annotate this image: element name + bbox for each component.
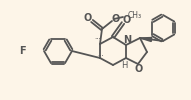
Text: O: O — [135, 64, 143, 74]
Text: ···: ··· — [98, 53, 104, 59]
Polygon shape — [140, 38, 152, 42]
Text: H: H — [121, 60, 127, 70]
Text: O: O — [123, 15, 131, 25]
Text: O: O — [112, 14, 120, 24]
Text: CH₃: CH₃ — [128, 10, 142, 20]
Text: O: O — [84, 13, 92, 23]
Text: N: N — [123, 35, 131, 45]
Text: F: F — [19, 46, 25, 56]
Text: ···: ··· — [95, 36, 101, 42]
